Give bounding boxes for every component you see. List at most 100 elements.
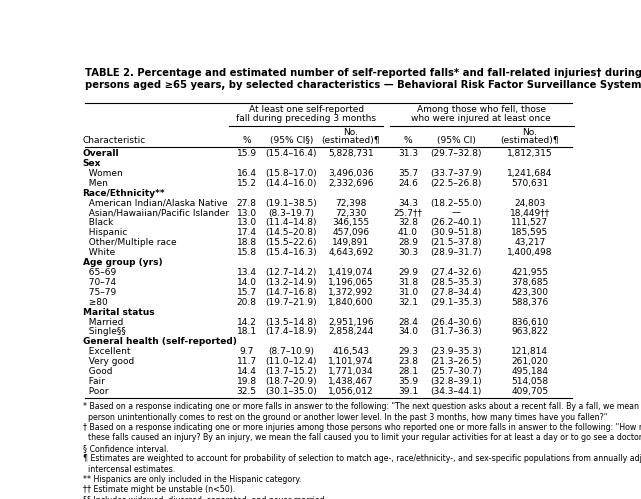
Text: 30.3: 30.3: [398, 248, 418, 257]
Text: 1,771,034: 1,771,034: [328, 367, 374, 376]
Text: (22.5–26.8): (22.5–26.8): [431, 179, 482, 188]
Text: 27.8: 27.8: [237, 199, 256, 208]
Text: Characteristic: Characteristic: [83, 136, 146, 145]
Text: 1,400,498: 1,400,498: [507, 248, 553, 257]
Text: 18,449††: 18,449††: [510, 209, 550, 218]
Text: TABLE 2. Percentage and estimated number of self-reported falls* and fall-relate: TABLE 2. Percentage and estimated number…: [85, 68, 641, 78]
Text: (15.5–22.6): (15.5–22.6): [265, 238, 317, 247]
Text: (21.3–26.5): (21.3–26.5): [431, 357, 482, 366]
Text: %: %: [242, 136, 251, 145]
Text: 15.9: 15.9: [237, 149, 256, 158]
Text: 1,372,992: 1,372,992: [328, 288, 374, 297]
Text: 588,376: 588,376: [511, 298, 548, 307]
Text: 29.9: 29.9: [398, 268, 418, 277]
Text: 34.3: 34.3: [398, 199, 418, 208]
Text: No.: No.: [522, 128, 537, 137]
Text: Single§§: Single§§: [83, 327, 126, 336]
Text: 2,951,196: 2,951,196: [328, 317, 374, 326]
Text: (28.9–31.7): (28.9–31.7): [431, 248, 482, 257]
Text: 13.0: 13.0: [237, 219, 256, 228]
Text: (30.1–35.0): (30.1–35.0): [265, 387, 317, 396]
Text: Men: Men: [83, 179, 108, 188]
Text: 28.4: 28.4: [398, 317, 418, 326]
Text: (18.2–55.0): (18.2–55.0): [431, 199, 482, 208]
Text: 1,812,315: 1,812,315: [507, 149, 553, 158]
Text: (29.7–32.8): (29.7–32.8): [431, 149, 482, 158]
Text: Race/Ethnicity**: Race/Ethnicity**: [83, 189, 165, 198]
Text: 423,300: 423,300: [512, 288, 548, 297]
Text: Age group (yrs): Age group (yrs): [83, 258, 162, 267]
Text: (8.3–19.7): (8.3–19.7): [268, 209, 314, 218]
Text: 23.8: 23.8: [398, 357, 418, 366]
Text: 35.9: 35.9: [398, 377, 418, 386]
Text: 1,438,467: 1,438,467: [328, 377, 374, 386]
Text: 457,096: 457,096: [332, 229, 369, 238]
Text: 29.3: 29.3: [398, 347, 418, 356]
Text: 14.0: 14.0: [237, 278, 256, 287]
Text: (14.5–20.8): (14.5–20.8): [265, 229, 317, 238]
Text: Women: Women: [83, 169, 122, 178]
Text: 11.7: 11.7: [237, 357, 256, 366]
Text: Fair: Fair: [83, 377, 104, 386]
Text: Good: Good: [83, 367, 112, 376]
Text: 416,543: 416,543: [333, 347, 369, 356]
Text: person unintentionally comes to rest on the ground or another lower level. In th: person unintentionally comes to rest on …: [83, 413, 607, 422]
Text: 409,705: 409,705: [511, 387, 548, 396]
Text: 32.8: 32.8: [398, 219, 418, 228]
Text: 20.8: 20.8: [237, 298, 256, 307]
Text: 1,101,974: 1,101,974: [328, 357, 374, 366]
Text: 13.4: 13.4: [237, 268, 256, 277]
Text: 16.4: 16.4: [237, 169, 256, 178]
Text: (19.1–38.5): (19.1–38.5): [265, 199, 317, 208]
Text: (26.2–40.1): (26.2–40.1): [431, 219, 482, 228]
Text: 149,891: 149,891: [332, 238, 369, 247]
Text: 15.7: 15.7: [237, 288, 256, 297]
Text: (28.5–35.3): (28.5–35.3): [431, 278, 482, 287]
Text: (23.9–35.3): (23.9–35.3): [431, 347, 482, 356]
Text: 1,241,684: 1,241,684: [507, 169, 553, 178]
Text: 2,858,244: 2,858,244: [328, 327, 374, 336]
Text: —: —: [452, 209, 461, 218]
Text: 836,610: 836,610: [511, 317, 548, 326]
Text: Marital status: Marital status: [83, 307, 154, 317]
Text: 43,217: 43,217: [514, 238, 545, 247]
Text: 3,496,036: 3,496,036: [328, 169, 374, 178]
Text: †† Estimate might be unstable (n<50).: †† Estimate might be unstable (n<50).: [83, 486, 235, 495]
Text: (13.7–15.2): (13.7–15.2): [265, 367, 317, 376]
Text: persons aged ≥65 years, by selected characteristics — Behavioral Risk Factor Sur: persons aged ≥65 years, by selected char…: [85, 80, 641, 90]
Text: 1,196,065: 1,196,065: [328, 278, 374, 287]
Text: (95% CI): (95% CI): [437, 136, 476, 145]
Text: 70–74: 70–74: [83, 278, 116, 287]
Text: Other/Multiple race: Other/Multiple race: [83, 238, 176, 247]
Text: (estimated)¶: (estimated)¶: [501, 136, 559, 145]
Text: American Indian/Alaska Native: American Indian/Alaska Native: [83, 199, 227, 208]
Text: 14.2: 14.2: [237, 317, 256, 326]
Text: White: White: [83, 248, 115, 257]
Text: Married: Married: [83, 317, 123, 326]
Text: 15.2: 15.2: [237, 179, 256, 188]
Text: these falls caused an injury? By an injury, we mean the fall caused you to limit: these falls caused an injury? By an inju…: [83, 434, 641, 443]
Text: 1,419,074: 1,419,074: [328, 268, 374, 277]
Text: 111,527: 111,527: [511, 219, 548, 228]
Text: 13.0: 13.0: [237, 209, 256, 218]
Text: (26.4–30.6): (26.4–30.6): [431, 317, 482, 326]
Text: (13.5–14.8): (13.5–14.8): [265, 317, 317, 326]
Text: (8.7–10.9): (8.7–10.9): [268, 347, 314, 356]
Text: 24,803: 24,803: [514, 199, 545, 208]
Text: 378,685: 378,685: [511, 278, 548, 287]
Text: who were injured at least once: who were injured at least once: [412, 114, 551, 123]
Text: Excellent: Excellent: [83, 347, 130, 356]
Text: (11.0–12.4): (11.0–12.4): [265, 357, 317, 366]
Text: 185,595: 185,595: [511, 229, 548, 238]
Text: 35.7: 35.7: [398, 169, 418, 178]
Text: (27.8–34.4): (27.8–34.4): [431, 288, 482, 297]
Text: (31.7–36.3): (31.7–36.3): [431, 327, 482, 336]
Text: (14.7–16.8): (14.7–16.8): [265, 288, 317, 297]
Text: 4,643,692: 4,643,692: [328, 248, 374, 257]
Text: 28.1: 28.1: [398, 367, 418, 376]
Text: 1,840,600: 1,840,600: [328, 298, 374, 307]
Text: 346,155: 346,155: [332, 219, 369, 228]
Text: Black: Black: [83, 219, 113, 228]
Text: 514,058: 514,058: [511, 377, 548, 386]
Text: Asian/Hawaiian/Pacific Islander: Asian/Hawaiian/Pacific Islander: [83, 209, 229, 218]
